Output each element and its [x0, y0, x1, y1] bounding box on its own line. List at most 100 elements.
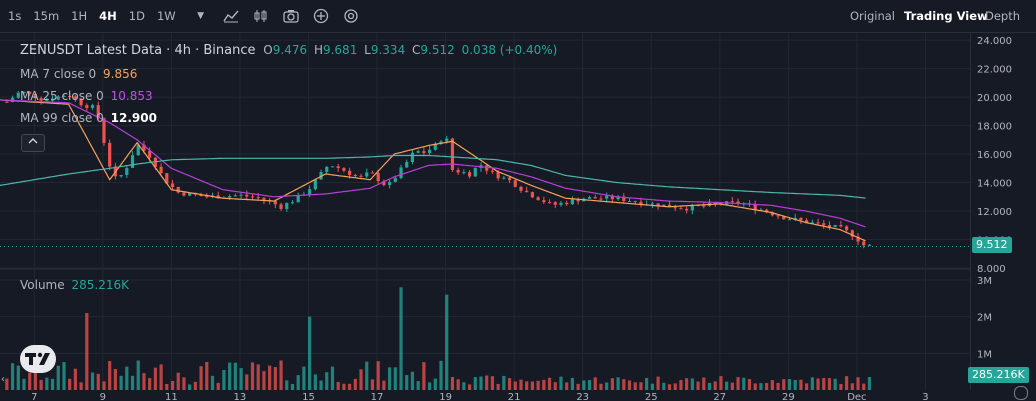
scroll-left-icon[interactable]: ‹	[1, 374, 5, 385]
candle-body	[622, 196, 626, 201]
candle-body	[462, 172, 466, 174]
timeframe-1h[interactable]: 1H	[71, 9, 88, 23]
volume-bar	[673, 383, 677, 390]
candle-body	[10, 97, 15, 102]
volume-bar	[376, 361, 380, 390]
volume-bar	[867, 377, 872, 390]
candle-body	[176, 186, 180, 193]
candle-body	[816, 222, 820, 224]
y-tick-label: 22.000	[977, 65, 1012, 76]
legend-ma25[interactable]: MA 25 close 0 10.853	[20, 89, 153, 103]
legend-ma7[interactable]: MA 7 close 0 9.856	[20, 67, 137, 81]
volume-bar	[193, 381, 197, 390]
candle-body	[639, 201, 643, 205]
candle-body	[5, 101, 9, 103]
volume-bar	[787, 379, 792, 390]
volume-bar	[16, 365, 20, 390]
volume-label: Volume	[20, 278, 65, 292]
candle-body	[787, 219, 792, 221]
chart-settings-icon[interactable]	[1014, 386, 1028, 400]
view-depth[interactable]: Depth	[985, 9, 1021, 23]
y-tick-label: 20.000	[977, 93, 1012, 104]
view-trading-view[interactable]: Trading View	[904, 9, 988, 23]
volume-bar	[45, 377, 49, 390]
open-label: O	[263, 43, 273, 57]
candle-body	[182, 192, 186, 196]
volume-bar	[165, 383, 169, 390]
settings-icon[interactable]	[342, 7, 360, 25]
candle-body	[228, 196, 232, 198]
volume-bar	[667, 384, 672, 390]
line-chart-icon[interactable]	[222, 7, 240, 25]
x-tick-label: 11	[165, 392, 178, 401]
volume-tick-label: 1M	[977, 349, 992, 360]
view-original[interactable]: Original	[850, 9, 896, 23]
camera-icon[interactable]	[282, 7, 300, 25]
candle-body	[827, 225, 832, 227]
timeframe-4h[interactable]: 4H	[99, 9, 117, 23]
volume-bar	[485, 375, 489, 390]
candle-body	[605, 195, 609, 199]
volume-bar	[445, 294, 449, 390]
candle-body	[599, 198, 603, 200]
candle-body	[365, 172, 369, 177]
volume-bar	[102, 381, 106, 390]
candle-body	[862, 241, 866, 246]
add-indicator-icon[interactable]	[312, 7, 330, 25]
timeframe-1s[interactable]: 1s	[8, 9, 22, 23]
tradingview-logo[interactable]	[20, 345, 56, 373]
y-axis: 24.000 22.000 20.000 18.000 16.000 14.000 12.0…	[977, 36, 1012, 360]
candle-body	[39, 98, 43, 101]
candle-body	[850, 230, 854, 237]
legend-ma99[interactable]: MA 99 close 0 12.900	[20, 111, 157, 125]
volume-bar	[313, 374, 317, 390]
candle-body	[410, 152, 415, 163]
moving-averages	[0, 99, 866, 242]
candle-body	[348, 170, 352, 176]
timeframe-15m[interactable]: 15m	[33, 9, 60, 23]
volume-bar	[593, 377, 597, 390]
low-value: 9.334	[370, 43, 406, 57]
symbol-title: ZENUSDT Latest Data · 4h · Binance	[20, 43, 256, 58]
volume-bar	[747, 379, 752, 390]
x-tick-label: 9	[100, 392, 106, 401]
candle-body	[256, 197, 260, 199]
volume-bar	[656, 376, 660, 390]
volume-bar	[422, 362, 426, 390]
volume-bar	[513, 381, 517, 390]
volume-bar	[742, 377, 746, 390]
candle-body	[325, 166, 329, 173]
candles-icon[interactable]	[252, 7, 270, 25]
candle-body	[359, 175, 363, 177]
volume-bar	[439, 360, 443, 390]
volume-bar	[839, 383, 843, 390]
tradingview-logo-icon	[25, 352, 50, 365]
volume-bar	[753, 383, 757, 390]
ma7-label: MA 7 close 0	[20, 67, 97, 81]
candle-body	[667, 204, 672, 208]
candle-body	[90, 105, 95, 108]
volume-bar	[90, 372, 95, 390]
volume-bar	[662, 382, 666, 390]
timeframe-1w[interactable]: 1W	[156, 9, 176, 23]
timeframe-dropdown-icon[interactable]: ▼	[197, 11, 205, 21]
candle-body	[650, 203, 654, 205]
volume-tick-label: 3M	[977, 276, 992, 287]
volume-bar	[228, 362, 232, 390]
y-tick-label: 16.000	[977, 150, 1012, 161]
y-tick-label: 24.000	[977, 36, 1012, 47]
timeframe-1d[interactable]: 1D	[128, 9, 145, 23]
candle-body	[473, 167, 477, 177]
candle-body	[793, 217, 797, 220]
candle-body	[839, 224, 843, 227]
volume-bar	[719, 376, 723, 390]
volume-bar	[170, 380, 175, 390]
volume-bar	[153, 367, 157, 390]
collapse-legend-button[interactable]	[21, 134, 45, 152]
volume-bar	[559, 376, 563, 390]
candle-body	[530, 192, 535, 198]
candle-body	[810, 222, 814, 224]
volume-bar	[679, 380, 683, 390]
candle-body	[165, 173, 169, 184]
